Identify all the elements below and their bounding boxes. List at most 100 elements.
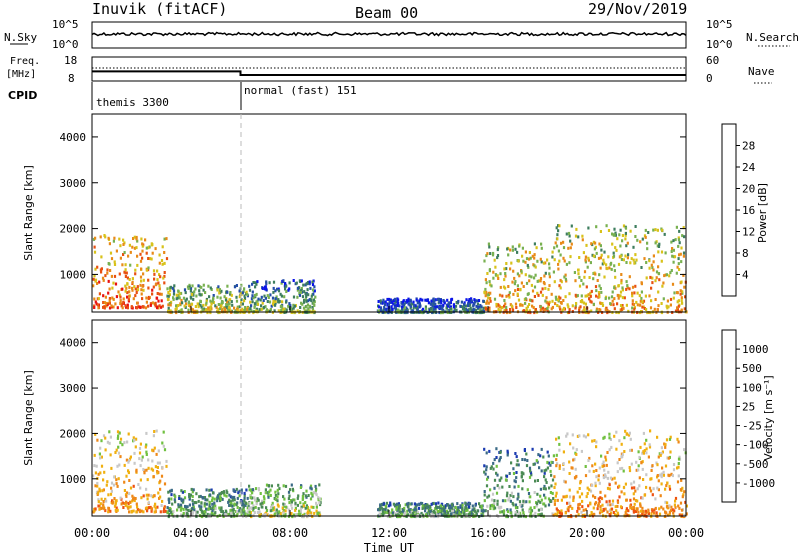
power-echo-cell [531,289,535,293]
velocity-echo-cell [601,464,604,468]
power-echo-cell [592,240,595,244]
power-echo-cell [267,296,270,299]
power-echo-cell [241,291,244,295]
power-echo-cell [557,224,560,228]
power-echo-cell [581,238,584,242]
power-echo-cell [268,281,271,285]
power-echo-cell [100,255,103,259]
power-echo-cell [163,237,166,241]
velocity-echo-cell [146,497,149,501]
velocity-echo-cell [133,451,136,455]
power-echo-cell [559,278,562,282]
velocity-echo-cell [430,502,433,506]
power-echo-cell [492,270,495,274]
nsearch-tick-bottom: 10^0 [706,38,733,51]
power-echo-cell [383,307,386,311]
power-ytick-label: 3000 [60,177,87,190]
power-echo-cell [113,260,116,264]
velocity-echo-cell [184,504,187,508]
power-echo-cell [558,224,561,228]
velocity-echo-cell [411,512,414,515]
power-echo-cell [624,254,627,258]
velocity-echo-cell [221,510,224,514]
power-echo-cell [613,297,616,301]
velocity-echo-cell [572,496,575,500]
velocity-echo-cell [403,512,406,516]
velocity-echo-cell [616,470,619,474]
power-echo-cell [141,242,144,246]
velocity-echo-cell [495,447,498,451]
velocity-echo-cell [586,492,589,495]
power-echo-cell [682,273,685,277]
velocity-echo-cell [424,509,427,513]
power-echo-cell [119,295,122,299]
velocity-echo-cell [166,511,169,515]
velocity-echo-cell [475,513,478,516]
power-echo-cell [554,241,557,245]
velocity-echo-cell [273,512,276,516]
power-echo-cell [489,291,492,295]
velocity-echo-cell [642,478,645,481]
velocity-echo-cell [630,486,634,490]
velocity-echo-cell [629,448,632,452]
power-echo-cell [565,262,568,266]
power-echo-cell [308,298,311,302]
power-echo-cell [430,299,433,303]
power-echo-cell [567,246,570,250]
velocity-echo-cell [104,497,107,501]
velocity-echo-cell [192,488,195,492]
velocity-echo-cell [182,500,185,504]
velocity-echo-cell [508,472,511,475]
power-echo-cell [415,298,418,302]
velocity-echo-cell [575,448,578,452]
velocity-echo-cell [131,499,134,503]
velocity-echo-cell [442,513,445,517]
power-echo-cell [161,245,164,249]
power-echo-cell [625,280,628,284]
velocity-echo-cell [230,511,233,515]
velocity-echo-cell [115,506,118,510]
velocity-echo-cell [267,495,270,499]
power-echo-cell [106,268,109,272]
velocity-echo-cell [211,502,214,506]
velocity-echo-cell [512,467,515,471]
velocity-echo-cell [484,509,487,513]
power-echo-cell [527,292,530,296]
power-echo-cell [144,306,148,310]
velocity-echo-cell [128,492,131,496]
velocity-echo-cell [186,512,189,516]
velocity-echo-cell [258,510,261,514]
power-echo-cell [155,296,158,300]
velocity-echo-cell [135,510,138,514]
velocity-echo-cell [410,510,413,514]
velocity-echo-cell [250,489,253,493]
power-echo-cell [250,304,253,308]
power-echo-cell [505,309,508,313]
power-echo-cell [642,299,646,303]
velocity-echo-cell [265,506,268,510]
velocity-echo-cell [555,507,558,511]
power-echo-cell [467,302,470,306]
power-echo-cell [634,253,637,257]
power-echo-cell [285,308,288,312]
power-echo-cell [383,305,386,309]
velocity-echo-cell [423,504,426,508]
power-echo-cell [541,287,544,291]
velocity-echo-cell [476,509,479,513]
power-echo-cell [377,300,380,303]
power-echo-cell [190,302,194,306]
velocity-echo-cell [556,509,559,512]
velocity-echo-cell [499,451,502,454]
power-echo-cell [245,290,248,294]
power-echo-cell [576,294,579,298]
velocity-echo-cell [597,497,600,501]
velocity-echo-cell [161,466,164,469]
velocity-echo-cell [256,511,259,514]
velocity-echo-cell [284,513,287,517]
power-echo-cell [590,309,593,313]
velocity-echo-cell [587,459,590,462]
power-echo-cell [570,242,573,246]
power-echo-cell [621,304,624,307]
velocity-echo-cell [418,503,421,507]
power-echo-cell [567,231,571,235]
